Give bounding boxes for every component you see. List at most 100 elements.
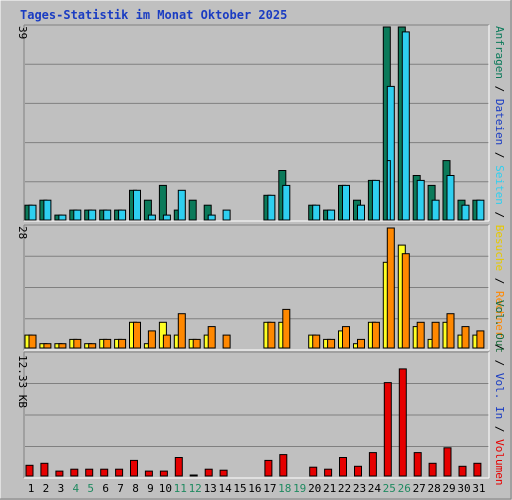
- legend-top-item-8: Rechner: [493, 291, 506, 338]
- bar-dateien-day-28: [431, 199, 440, 221]
- x-tick-label-day-27: 27: [413, 482, 426, 495]
- bar-volumen-day-21: [324, 468, 333, 477]
- legend-bottom-item-0: Vol. Out: [493, 300, 506, 353]
- bar-rechner-day-29: [446, 313, 455, 349]
- bar-volumen-day-4: [70, 468, 79, 477]
- legend-top-item-4: Seiten: [493, 165, 506, 205]
- bar-dateien-day-10: [162, 214, 171, 221]
- bar-volumen-day-30: [458, 465, 467, 477]
- bar-rechner-day-20: [312, 334, 321, 349]
- bar-rechner-day-6: [103, 338, 112, 349]
- bar-dateien-day-7: [118, 209, 127, 221]
- x-tick-label-day-23: 23: [353, 482, 366, 495]
- x-tick-label-day-13: 13: [204, 482, 217, 495]
- bar-volumen-day-28: [428, 462, 437, 477]
- bar-dateien-day-8: [133, 189, 141, 221]
- x-tick-label-day-29: 29: [442, 482, 455, 495]
- bar-dateien-day-5: [88, 209, 97, 221]
- legend-top-item-6: Besuche: [493, 225, 506, 271]
- x-tick-label-day-9: 9: [147, 482, 154, 495]
- bar-volumen-day-14: [219, 469, 228, 477]
- x-tick-label-day-3: 3: [58, 482, 65, 495]
- bar-rechner-day-24: [371, 321, 380, 349]
- x-tick-label-day-25: 25: [383, 482, 396, 495]
- bar-volumen-day-7: [115, 468, 124, 477]
- bar-rechner-day-22: [342, 326, 350, 349]
- bar-dateien-day-13: [207, 214, 216, 221]
- bar-volumen-day-18: [279, 454, 288, 477]
- panel-volume: [23, 351, 490, 479]
- x-tick-label-day-5: 5: [87, 482, 94, 495]
- x-tick-label-day-1: 1: [28, 482, 35, 495]
- x-tick-label-day-10: 10: [159, 482, 172, 495]
- x-tick-label-day-24: 24: [368, 482, 382, 495]
- bar-rechner-day-1: [28, 334, 37, 349]
- bar-volumen-day-3: [55, 470, 64, 477]
- bar-rechner-day-28: [431, 321, 440, 349]
- x-tick-label-day-15: 15: [233, 482, 246, 495]
- bar-seiten-day-25: [386, 160, 391, 221]
- x-tick-label-day-17: 17: [263, 482, 276, 495]
- bar-dateien-day-22: [342, 184, 350, 221]
- bar-dateien-day-6: [103, 209, 112, 221]
- bar-rechner-day-9: [147, 330, 156, 349]
- bar-rechner-day-10: [162, 334, 171, 349]
- bar-rechner-day-18: [282, 308, 291, 349]
- bar-dateien-day-17: [267, 194, 276, 221]
- legend-bottom-item-2: Vol. In: [493, 373, 506, 419]
- x-tick-label-day-30: 30: [457, 482, 470, 495]
- bar-dateien-day-30: [461, 204, 470, 221]
- bar-dateien-day-23: [357, 204, 365, 221]
- x-tick-label-day-6: 6: [102, 482, 109, 495]
- legend-top-item-7: /: [493, 271, 506, 291]
- bar-volumen-day-20: [309, 466, 318, 477]
- bar-rechner-day-4: [73, 338, 82, 349]
- y-max-label-middle: 28: [16, 226, 29, 239]
- x-tick-label-day-7: 7: [117, 482, 124, 495]
- bar-volumen-day-11: [174, 457, 183, 477]
- bar-dateien-day-18: [282, 184, 291, 221]
- bar-dateien-day-31: [476, 199, 485, 221]
- bar-dateien-day-9: [147, 214, 156, 221]
- bar-dateien-day-27: [416, 179, 425, 221]
- bar-rechner-day-31: [476, 330, 485, 349]
- bar-dateien-day-14: [222, 209, 231, 221]
- legend-bottom-item-1: /: [493, 353, 506, 373]
- x-tick-label-day-19: 19: [293, 482, 306, 495]
- bar-rechner-day-5: [88, 343, 97, 349]
- bar-dateien-day-1: [28, 204, 37, 221]
- chart-title: Tages-Statistik im Monat Oktober 2025: [20, 8, 287, 22]
- bar-rechner-day-27: [416, 321, 425, 349]
- bar-volumen-day-23: [354, 465, 362, 477]
- bar-volumen-day-26: [398, 368, 407, 477]
- bar-volumen-day-10: [159, 470, 168, 477]
- bar-rechner-day-3: [58, 343, 67, 349]
- y-max-label-top: 39: [16, 26, 29, 39]
- bar-rechner-day-8: [133, 321, 141, 349]
- bar-rechner-day-25: [386, 227, 395, 349]
- bar-rechner-day-14: [222, 334, 231, 349]
- legend-top: Anfragen / Dateien / Seiten / Besuche / …: [493, 26, 506, 351]
- x-tick-label-day-14: 14: [218, 482, 232, 495]
- legend-top-item-5: /: [493, 205, 506, 225]
- x-tick-label-day-26: 26: [398, 482, 411, 495]
- bar-dateien-day-3: [58, 214, 67, 221]
- bar-dateien-day-26: [401, 31, 410, 221]
- x-tick-label-day-12: 12: [189, 482, 202, 495]
- bar-volumen-day-2: [40, 462, 49, 477]
- bar-rechner-day-17: [267, 321, 276, 349]
- legend-bottom-item-4: Volumen: [493, 439, 506, 485]
- bar-rechner-day-11: [177, 313, 186, 349]
- bar-rechner-day-13: [207, 326, 216, 349]
- bar-volumen-day-6: [100, 468, 109, 477]
- legend-top-item-9: /: [493, 337, 506, 350]
- bar-volumen-day-31: [473, 462, 482, 477]
- x-tick-label-day-18: 18: [278, 482, 291, 495]
- x-tick-label-day-22: 22: [338, 482, 351, 495]
- panel-requests-files-pages: [23, 24, 490, 222]
- bar-volumen-day-25: [383, 382, 392, 477]
- bar-volumen-day-8: [130, 459, 138, 477]
- bar-volumen-day-24: [368, 452, 377, 477]
- top-panel-plot-area: [24, 25, 489, 221]
